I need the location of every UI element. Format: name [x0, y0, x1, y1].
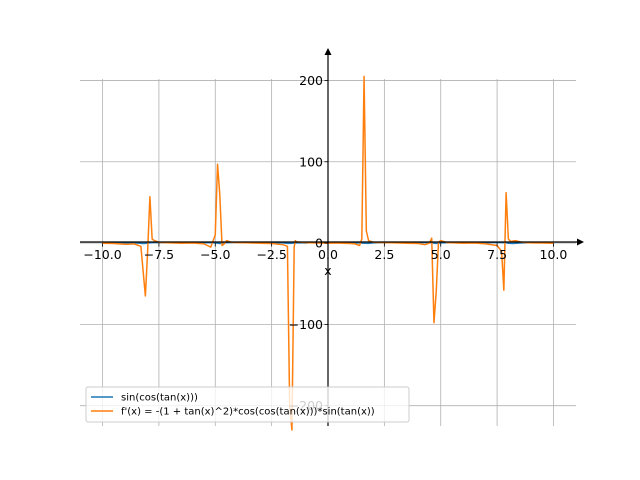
x-tick-label: 5.0 [431, 247, 451, 262]
axes [80, 48, 584, 426]
x-tick-label: −10.0 [83, 247, 121, 262]
x-tick-label: 7.5 [487, 247, 507, 262]
legend-label-series-1: sin(cos(tan(x))) [121, 393, 198, 404]
x-tick-label: −5.0 [200, 247, 230, 262]
y-axis-arrow-icon [324, 48, 332, 55]
legend-label-series-2: f'(x) = -(1 + tan(x)^2)*cos(cos(tan(x)))… [121, 407, 375, 418]
x-tick-label: −2.5 [256, 247, 286, 262]
x-axis-arrow-icon [577, 238, 584, 246]
legend-box [85, 386, 410, 423]
x-tick-label: −7.5 [144, 247, 174, 262]
y-tick-label: 200 [299, 73, 323, 88]
series-line-2 [102, 75, 554, 431]
x-tick-label: 10.0 [540, 247, 568, 262]
legend: sin(cos(tan(x))) f'(x) = -(1 + tan(x)^2)… [85, 386, 410, 423]
y-tick-label: 100 [299, 154, 323, 169]
y-tick-label: 0 [315, 236, 323, 251]
x-axis-label: x [324, 263, 331, 278]
y-tick-label: −100 [289, 317, 323, 332]
x-tick-label: 2.5 [374, 247, 394, 262]
x-tick-label: 0.0 [318, 247, 338, 262]
